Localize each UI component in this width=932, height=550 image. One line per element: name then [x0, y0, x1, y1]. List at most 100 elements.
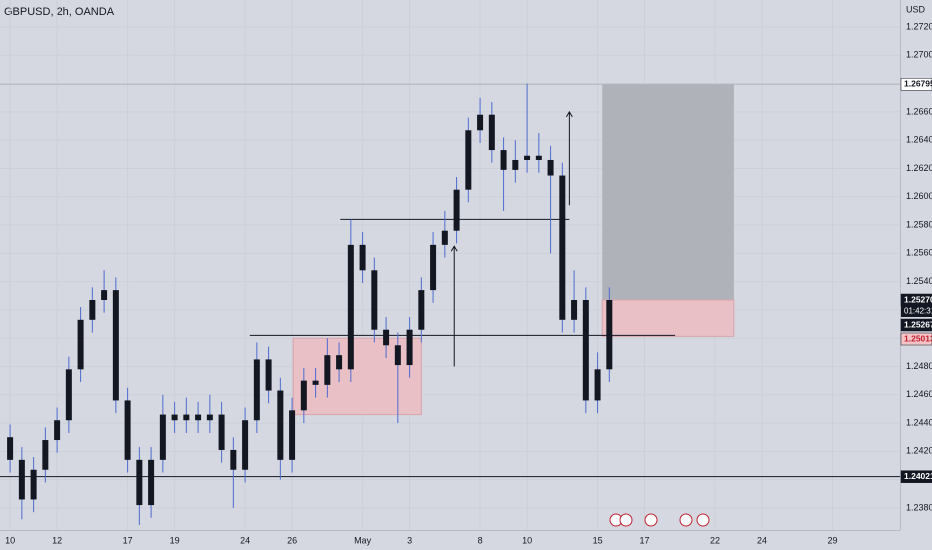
candle-body — [30, 469, 37, 500]
candle-body — [324, 355, 331, 385]
countdown-box — [901, 306, 932, 318]
candle-body — [406, 329, 413, 366]
y-tick-label: 1.26400 — [906, 135, 932, 145]
x-tick-label: 22 — [710, 535, 720, 545]
candle-body — [383, 329, 390, 346]
zone — [602, 84, 734, 301]
candle-body — [148, 459, 155, 506]
price-label-box — [900, 78, 932, 91]
candle-body — [606, 300, 613, 370]
candle-body — [7, 437, 14, 460]
price-label-box — [900, 332, 932, 346]
x-tick-label: 26 — [287, 535, 297, 545]
x-tick-label: 12 — [52, 535, 62, 545]
event-icon[interactable] — [619, 513, 633, 527]
candle-body — [535, 155, 542, 160]
candle-body — [206, 414, 213, 421]
candle-body — [159, 414, 166, 460]
y-tick-label: 1.27200 — [906, 21, 932, 31]
candle-body — [312, 380, 319, 385]
candle-body — [136, 459, 143, 506]
event-icons[interactable] — [609, 513, 710, 527]
price-label-box — [900, 470, 932, 483]
arrow — [450, 245, 458, 367]
candle-body — [465, 130, 472, 190]
candle-body — [524, 155, 531, 160]
candle-body — [230, 449, 237, 470]
y-tick-label: 1.25400 — [906, 276, 932, 286]
price-label-box — [900, 318, 932, 332]
x-tick-label: 10 — [522, 535, 532, 545]
candle-body — [65, 369, 72, 421]
candle-body — [77, 319, 84, 370]
candle-body — [242, 420, 249, 470]
candle-body — [430, 244, 437, 291]
x-tick-label: 10 — [5, 535, 15, 545]
y-tick-label: 1.24200 — [906, 446, 932, 456]
candle-body — [183, 414, 190, 421]
chart-title: GBPUSD, 2h, OANDA — [4, 6, 115, 18]
candle-body — [300, 380, 307, 411]
x-tick-label: May — [354, 535, 372, 545]
candle-body — [277, 390, 284, 460]
candle-body — [42, 440, 49, 470]
candle-body — [112, 290, 119, 401]
candle-body — [547, 159, 554, 176]
y-tick-label: 1.24800 — [906, 361, 932, 371]
candle-body — [171, 414, 178, 421]
y-tick-label: 1.25800 — [906, 219, 932, 229]
y-tick-label: 1.26200 — [906, 163, 932, 173]
x-tick-label: 8 — [478, 535, 483, 545]
candle-body — [500, 150, 507, 170]
candle-body — [571, 300, 578, 320]
event-icon[interactable] — [644, 513, 658, 527]
candle-body — [18, 459, 25, 500]
candle-body — [359, 244, 366, 271]
price-label: 1.26795 — [904, 79, 932, 89]
x-tick-label: 29 — [828, 535, 838, 545]
price-label: 1.25267 — [904, 319, 932, 329]
x-tick-label: 19 — [170, 535, 180, 545]
candle-body — [54, 420, 61, 441]
candle-body — [453, 189, 460, 231]
x-tick-label: 3 — [407, 535, 412, 545]
y-tick-label: 1.24600 — [906, 389, 932, 399]
candle-body — [124, 400, 131, 460]
event-icon[interactable] — [696, 513, 710, 527]
countdown: 01:42:31 — [904, 307, 932, 316]
candle-body — [488, 114, 495, 151]
candle-body — [441, 230, 448, 245]
y-tick-label: 1.23800 — [906, 502, 932, 512]
candle-body — [418, 290, 425, 330]
y-axis-label: USD — [906, 4, 926, 14]
y-tick-label: 1.26000 — [906, 191, 932, 201]
price-label: 1.24021 — [904, 471, 932, 481]
candle-body — [477, 114, 484, 131]
event-icon[interactable] — [679, 513, 693, 527]
candle-body — [195, 414, 202, 421]
candle-body — [218, 414, 225, 450]
y-tick-label: 1.25600 — [906, 248, 932, 258]
x-tick-label: 17 — [123, 535, 133, 545]
y-tick-label: 1.26600 — [906, 106, 932, 116]
y-tick-label: 1.24400 — [906, 417, 932, 427]
zone — [292, 337, 422, 416]
candle-body — [265, 359, 272, 391]
zone — [601, 299, 735, 337]
candle-body — [347, 244, 354, 370]
y-tick-label: 1.27000 — [906, 50, 932, 60]
price-label: 1.25270 — [904, 294, 932, 304]
candle-body — [559, 175, 566, 320]
candle-body — [371, 270, 378, 330]
x-tick-label: 17 — [640, 535, 650, 545]
candle-body — [289, 410, 296, 460]
candle-body — [394, 345, 401, 366]
x-tick-label: 15 — [593, 535, 603, 545]
arrow — [565, 110, 573, 206]
candle-body — [101, 290, 108, 301]
candle-body — [89, 300, 96, 320]
x-tick-label: 24 — [757, 535, 767, 545]
x-tick-label: 24 — [240, 535, 250, 545]
